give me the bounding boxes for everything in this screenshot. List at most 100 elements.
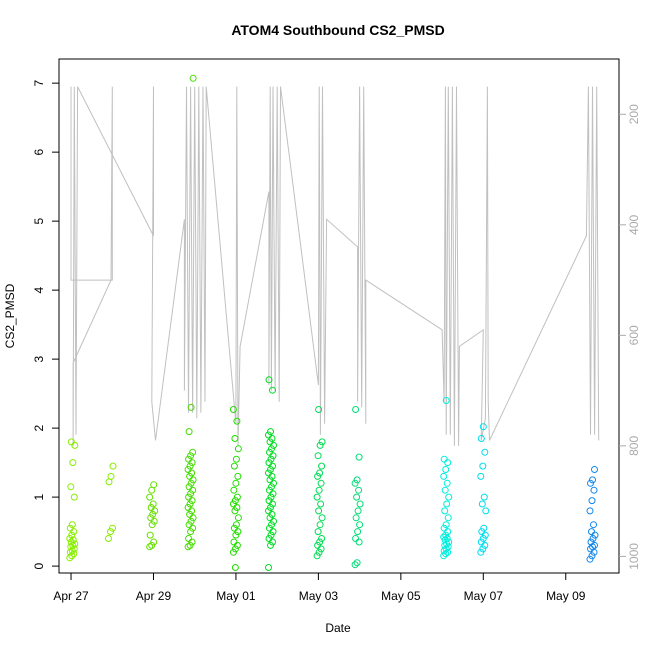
data-point (234, 472, 242, 480)
x-tick-label: Apr 29 (136, 589, 172, 603)
data-point (445, 538, 453, 546)
data-point (444, 459, 452, 467)
data-point (269, 538, 276, 546)
data-point (71, 441, 79, 449)
data-point (590, 486, 598, 494)
data-point (586, 507, 594, 515)
data-point (189, 448, 197, 456)
data-point (185, 455, 193, 463)
data-point (481, 531, 489, 539)
data-point (351, 561, 359, 569)
data-point (233, 541, 241, 549)
x-tick-label: May 03 (299, 589, 339, 603)
data-point (479, 535, 487, 542)
y-tick-label: 4 (32, 286, 46, 293)
data-point (234, 445, 242, 453)
data-point (590, 521, 597, 529)
data-point (317, 545, 325, 553)
data-point (107, 528, 114, 536)
data-point (147, 504, 155, 511)
data-point (105, 535, 112, 542)
data-point (148, 541, 156, 549)
data-point (479, 423, 487, 431)
x-tick-label: May 05 (381, 589, 421, 603)
data-point (588, 497, 596, 505)
data-point (317, 479, 325, 487)
data-point (265, 564, 272, 571)
data-point (478, 528, 486, 536)
data-point (316, 441, 324, 449)
data-point (440, 455, 448, 463)
data-point (189, 514, 197, 522)
data-point (232, 521, 240, 529)
x-tick-label: May 09 (546, 589, 586, 603)
x-tick-label: Apr 27 (53, 589, 89, 603)
data-point (316, 538, 324, 546)
data-point (188, 469, 196, 477)
data-point (231, 507, 239, 515)
data-point (70, 528, 78, 536)
data-point (315, 486, 323, 494)
data-point (587, 538, 595, 546)
data-point (270, 479, 277, 487)
data-point (269, 462, 276, 470)
data-point (185, 483, 193, 491)
data-point (443, 500, 451, 508)
data-point (188, 459, 196, 467)
data-point (442, 466, 450, 473)
data-point (229, 548, 237, 556)
data-point (588, 528, 595, 536)
y-tick-label: 2 (32, 424, 46, 431)
data-point (186, 472, 194, 480)
y-tick-label: 5 (32, 217, 46, 224)
data-point (355, 486, 363, 494)
data-point (68, 521, 76, 529)
data-point (477, 435, 485, 442)
data-point (185, 428, 193, 436)
data-point (268, 483, 275, 491)
data-point (187, 490, 195, 498)
data-point (269, 500, 276, 508)
data-point (269, 490, 277, 498)
data-point (314, 472, 322, 480)
data-point (150, 517, 158, 525)
data-point (186, 500, 194, 508)
y2-tick-label: 800 (627, 436, 641, 456)
x-tick-label: May 07 (464, 589, 504, 603)
data-point (313, 493, 321, 501)
data-point (591, 541, 598, 549)
data-point (480, 493, 488, 501)
data-point (479, 545, 487, 553)
data-point (231, 435, 239, 442)
data-point (188, 497, 196, 505)
data-point (269, 386, 276, 394)
data-point (186, 510, 194, 518)
data-point (267, 428, 274, 436)
data-point (589, 476, 596, 484)
data-point (67, 438, 75, 446)
data-point (355, 538, 363, 546)
x-axis-label: Date (325, 621, 351, 635)
data-point (441, 507, 449, 515)
data-point (147, 514, 155, 522)
data-point (230, 486, 238, 494)
data-point (442, 545, 450, 553)
data-point (189, 486, 197, 494)
y-tick-label: 0 (32, 562, 46, 569)
data-point (233, 417, 241, 425)
data-point (482, 507, 490, 515)
data-point (265, 469, 272, 477)
data-point (586, 555, 594, 563)
data-point (268, 510, 276, 518)
data-point (70, 545, 78, 553)
data-point (109, 524, 116, 532)
data-point (267, 504, 274, 511)
data-point (355, 453, 363, 461)
data-point (268, 435, 276, 442)
data-point (352, 514, 360, 522)
data-point (315, 507, 323, 515)
data-point (314, 452, 322, 460)
data-point (146, 531, 154, 539)
data-point (266, 476, 274, 484)
